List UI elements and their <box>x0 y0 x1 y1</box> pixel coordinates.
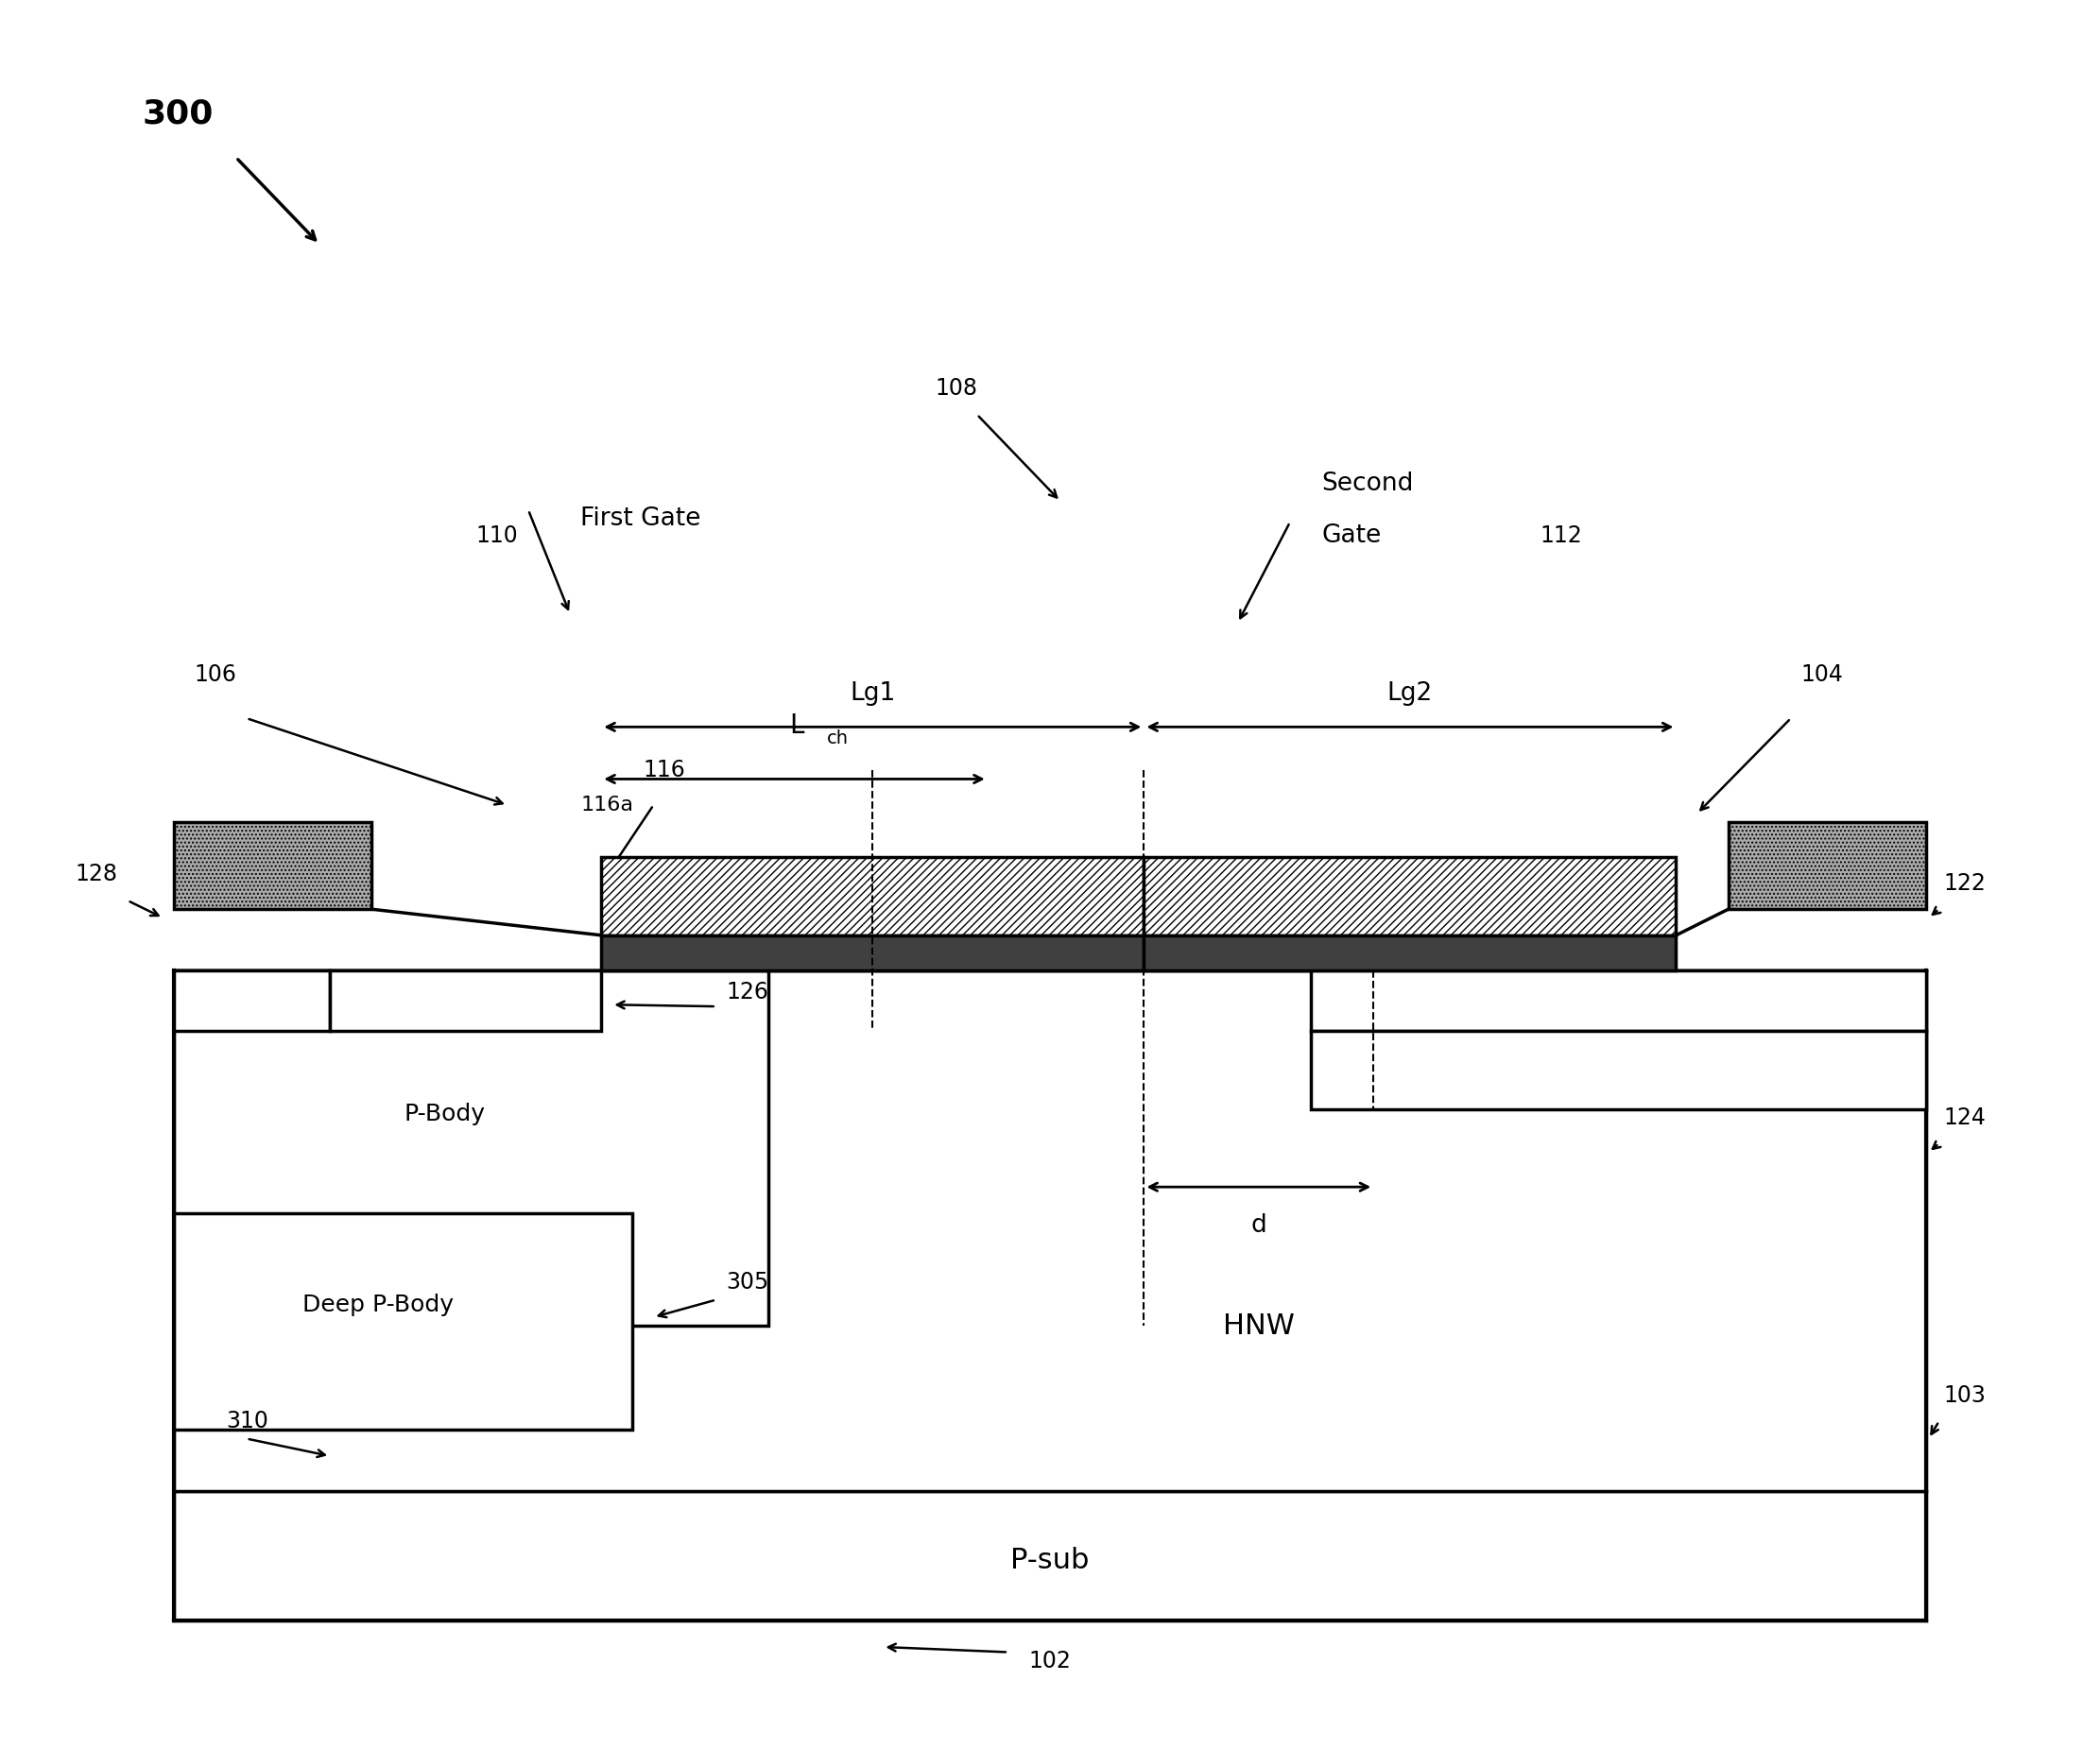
Text: 116: 116 <box>643 759 685 782</box>
Text: 305: 305 <box>727 1272 769 1294</box>
Text: 126: 126 <box>727 981 769 1004</box>
Text: 135: 135 <box>252 864 296 885</box>
Text: 108: 108 <box>934 378 979 401</box>
Bar <box>174 1214 632 1431</box>
Text: 103: 103 <box>1942 1383 1987 1406</box>
Bar <box>1144 857 1676 936</box>
Bar <box>601 936 1145 971</box>
Text: Deep P-Body: Deep P-Body <box>302 1294 454 1317</box>
Text: 112: 112 <box>1541 525 1583 547</box>
Text: 102: 102 <box>1029 1649 1071 1672</box>
Text: 110: 110 <box>475 525 519 547</box>
Text: NDD: NDD <box>1514 1058 1567 1081</box>
Text: 132: 132 <box>1808 864 1850 885</box>
Bar <box>174 971 769 1326</box>
Text: P-Body: P-Body <box>403 1102 485 1125</box>
Text: 122: 122 <box>1942 871 1987 894</box>
Text: 300: 300 <box>143 98 214 129</box>
Text: L: L <box>790 712 804 740</box>
Bar <box>174 971 1926 1490</box>
Text: d: d <box>1252 1214 1266 1238</box>
Bar <box>601 857 1145 936</box>
Text: 124: 124 <box>1942 1105 1987 1128</box>
Text: 310: 310 <box>225 1410 269 1432</box>
Text: 104: 104 <box>1802 663 1844 686</box>
Text: 106: 106 <box>193 663 237 686</box>
Bar <box>1144 936 1676 971</box>
Bar <box>1310 971 1926 1030</box>
Text: 116a: 116a <box>580 796 634 815</box>
Text: Second: Second <box>1321 472 1413 497</box>
Text: N+: N+ <box>1522 988 1558 1011</box>
Text: N+: N+ <box>443 988 479 1011</box>
Text: First Gate: First Gate <box>580 507 701 532</box>
Text: Lg1: Lg1 <box>851 682 895 707</box>
Bar <box>174 822 372 909</box>
Bar <box>174 1490 1926 1621</box>
Bar <box>330 971 601 1030</box>
Text: P-sub: P-sub <box>1010 1546 1090 1574</box>
Text: HNW: HNW <box>1222 1312 1294 1340</box>
Bar <box>1728 822 1926 909</box>
Text: P+: P+ <box>233 988 265 1011</box>
Text: ch: ch <box>827 729 848 749</box>
Text: 116b: 116b <box>1581 866 1636 883</box>
Text: Lg2: Lg2 <box>1388 682 1432 707</box>
Text: Gate: Gate <box>1321 523 1382 547</box>
Text: 114: 114 <box>1728 847 1770 869</box>
Text: 128: 128 <box>76 864 118 885</box>
Bar <box>174 971 330 1030</box>
Bar <box>1310 1030 1926 1109</box>
